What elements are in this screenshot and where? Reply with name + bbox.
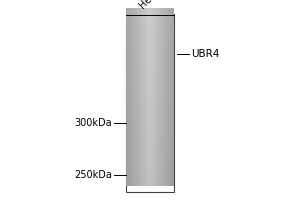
- Text: 300kDa: 300kDa: [74, 118, 112, 128]
- Bar: [127, 120, 173, 132]
- Text: 250kDa: 250kDa: [74, 170, 112, 180]
- Bar: [127, 45, 173, 53]
- Text: UBR4: UBR4: [191, 49, 219, 59]
- Bar: [126, 14, 174, 192]
- Bar: [127, 45, 173, 67]
- Text: HeLa: HeLa: [138, 0, 162, 10]
